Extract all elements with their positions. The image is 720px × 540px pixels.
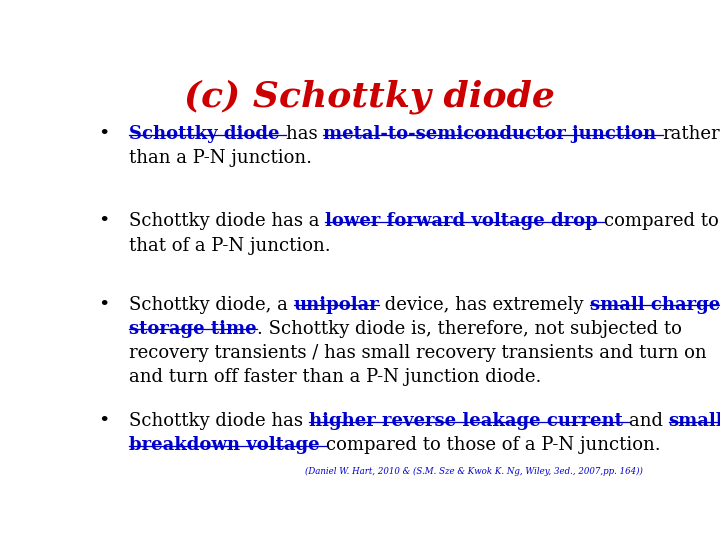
Text: lower forward voltage drop: lower forward voltage drop [325, 212, 604, 231]
Text: higher reverse leakage current: higher reverse leakage current [309, 412, 629, 430]
Text: and: and [629, 412, 669, 430]
Text: Schottky diode, a: Schottky diode, a [129, 295, 294, 314]
Text: rather: rather [662, 125, 720, 143]
Text: and turn off faster than a P-N junction diode.: and turn off faster than a P-N junction … [129, 368, 541, 386]
Text: than a P-N junction.: than a P-N junction. [129, 149, 312, 167]
Text: device, has extremely: device, has extremely [379, 295, 590, 314]
Text: . Schottky diode is, therefore, not subjected to: . Schottky diode is, therefore, not subj… [257, 320, 682, 338]
Text: that of a P-N junction.: that of a P-N junction. [129, 237, 330, 254]
Text: storage time: storage time [129, 320, 257, 338]
Text: (Daniel W. Hart, 2010 & (S.M. Sze & Kwok K. Ng, Wiley, 3ed., 2007,pp. 164)): (Daniel W. Hart, 2010 & (S.M. Sze & Kwok… [305, 467, 642, 476]
Text: •: • [99, 125, 109, 143]
Text: breakdown voltage: breakdown voltage [129, 436, 326, 454]
Text: Schottky diode: Schottky diode [129, 125, 286, 143]
Text: •: • [99, 412, 109, 430]
Text: •: • [99, 212, 109, 231]
Text: compared to: compared to [604, 212, 719, 231]
Text: compared to those of a P-N junction.: compared to those of a P-N junction. [326, 436, 660, 454]
Text: metal-to-semiconductor junction: metal-to-semiconductor junction [323, 125, 662, 143]
Text: (c) Schottky diode: (c) Schottky diode [184, 79, 554, 114]
Text: has: has [286, 125, 323, 143]
Text: Schottky diode has a: Schottky diode has a [129, 212, 325, 231]
Text: Schottky diode has: Schottky diode has [129, 412, 309, 430]
Text: unipolar: unipolar [294, 295, 379, 314]
Text: •: • [99, 295, 109, 314]
Text: recovery transients / has small recovery transients and turn on: recovery transients / has small recovery… [129, 344, 707, 362]
Text: smaller: smaller [669, 412, 720, 430]
Text: small charge: small charge [590, 295, 720, 314]
